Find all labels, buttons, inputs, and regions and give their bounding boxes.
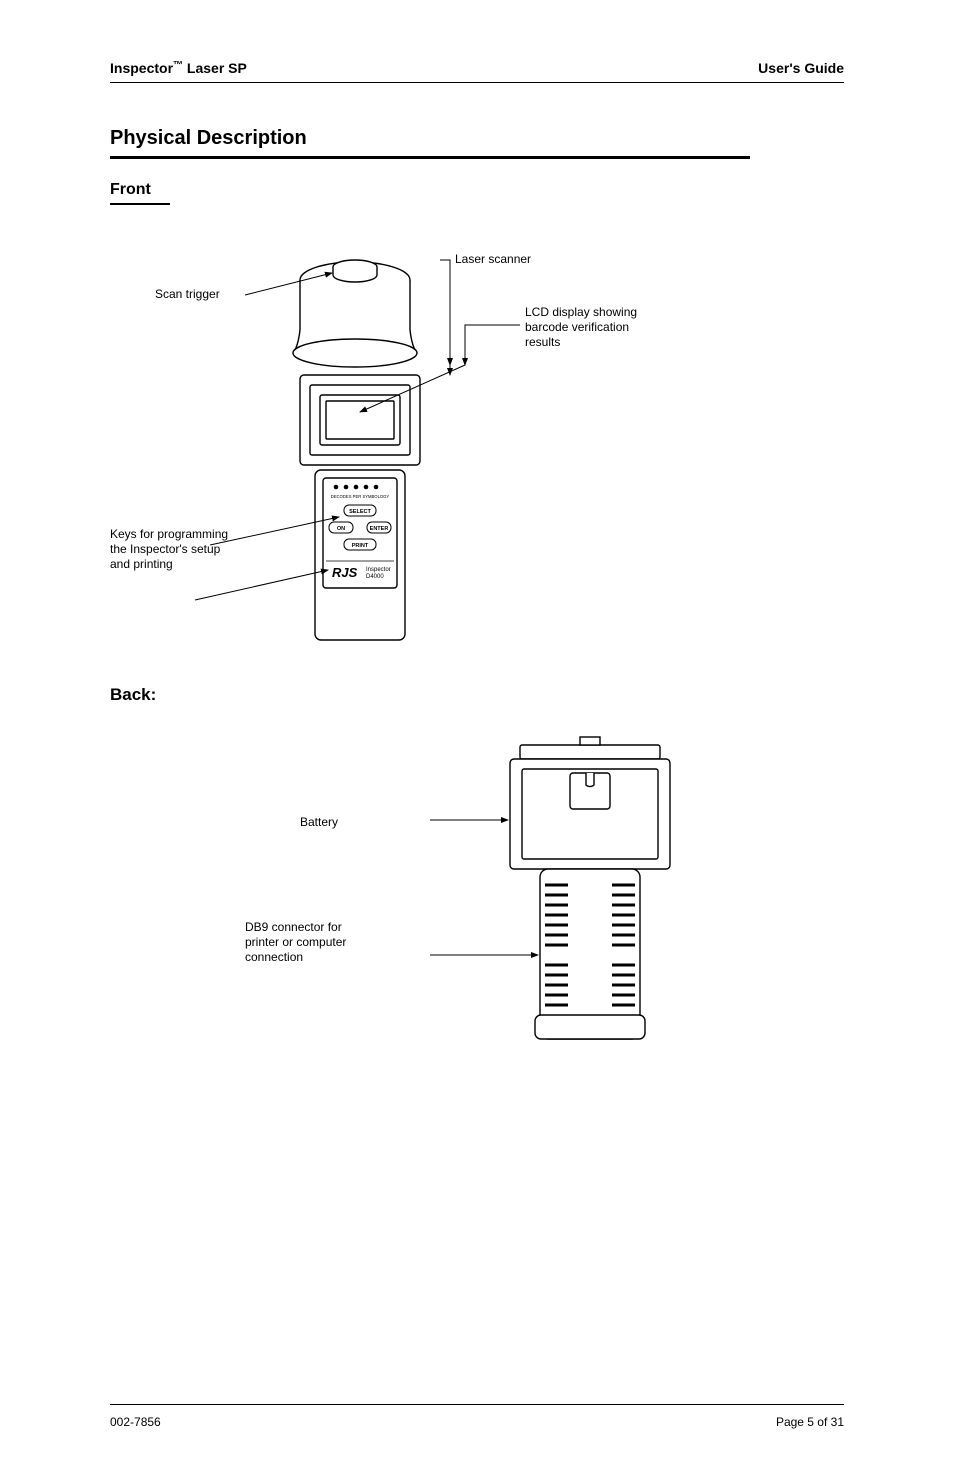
footer-right: Page 5 of 31 — [776, 1415, 844, 1429]
figure-back-wrap: Battery DB9 connector for printer or com… — [110, 715, 844, 1075]
section-title: Physical Description — [110, 127, 844, 150]
header-right: User's Guide — [758, 60, 844, 76]
keypad-decodes-label: DECODES PER SYMBOLOGY — [331, 494, 390, 499]
logo-model: D4000 — [366, 574, 384, 580]
header-left-suffix: Laser SP — [183, 60, 247, 76]
on-key-label: ON — [337, 526, 345, 532]
header-right-prefix: User — [758, 60, 789, 76]
logo-inspector: Inspector — [366, 567, 391, 573]
callout-battery: Battery — [300, 815, 338, 830]
section-rule — [110, 156, 750, 159]
figure-back — [410, 715, 770, 1075]
callout-scan-trigger: Scan trigger — [155, 287, 220, 302]
header-tm: ™ — [173, 60, 183, 71]
callout-keys: Keys for programming the Inspector's set… — [110, 527, 228, 572]
footer-rule — [110, 1404, 844, 1405]
callout-laser-scanner: Laser scanner — [455, 252, 531, 267]
callout-lcd: LCD display showing barcode verification… — [525, 305, 637, 350]
front-label: Front — [110, 181, 844, 199]
enter-key-label: ENTER — [370, 526, 389, 532]
logo-rjs: RJS — [332, 565, 358, 580]
figure-front: DECODES PER SYMBOLOGY SELECT ON ENTER PR… — [110, 225, 750, 655]
header-rule — [110, 82, 844, 83]
footer-left: 002-7856 — [110, 1415, 161, 1429]
header-left-prefix: Inspector — [110, 60, 173, 76]
callout-db9: DB9 connector for printer or computer co… — [245, 920, 346, 965]
header-right-suffix: 's Guide — [789, 60, 844, 76]
header-left: Inspector™ Laser SP — [110, 60, 247, 76]
print-key-label: PRINT — [352, 543, 369, 549]
back-label: Back: — [110, 685, 844, 705]
front-rule — [110, 203, 170, 205]
select-key-label: SELECT — [349, 509, 371, 515]
